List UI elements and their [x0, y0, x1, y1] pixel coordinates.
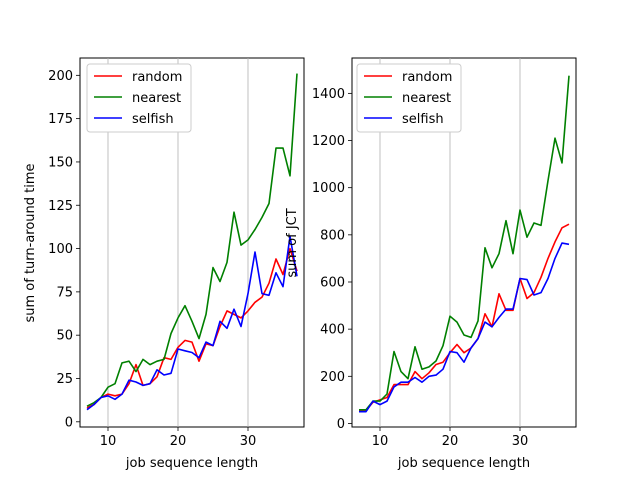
y-ticks: 0 25 50 75 100 125 150 175 200: [48, 69, 80, 430]
y-tick-label: 400: [320, 323, 345, 338]
series-line-selfish: [359, 242, 570, 413]
x-tick-label: 20: [170, 434, 187, 449]
y-tick-label: 125: [48, 199, 73, 214]
series-line-nearest: [359, 75, 570, 411]
y-ticks: 0 200 400 600 800 1000 1200 1400: [312, 87, 352, 432]
legend-box: [86, 63, 192, 133]
subplot-turnaround: 10 20 30 0 25 50 75 100 125 150 175 200 job sequen…: [23, 57, 305, 471]
legend: random nearest selfish: [356, 63, 462, 133]
series-line-nearest: [86, 73, 298, 407]
y-tick-label: 25: [56, 372, 73, 387]
y-axis-label: sum of turn-around time: [23, 163, 38, 322]
legend-box: [356, 63, 462, 133]
y-tick-label: 100: [48, 242, 73, 257]
y-tick-label: 0: [65, 415, 73, 430]
legend-label-random: random: [132, 70, 182, 85]
y-tick-label: 800: [320, 228, 345, 243]
series-lines: [86, 73, 298, 411]
legend-label-random: random: [402, 70, 452, 85]
y-tick-label: 1200: [312, 134, 345, 149]
legend-label-nearest: nearest: [402, 91, 451, 106]
y-tick-label: 200: [320, 370, 345, 385]
y-tick-label: 600: [320, 275, 345, 290]
legend-label-selfish: selfish: [402, 112, 444, 127]
x-ticks: 10 20 30: [372, 427, 529, 449]
x-axis-label: job sequence length: [125, 456, 258, 471]
y-tick-label: 50: [56, 329, 73, 344]
y-tick-label: 0: [337, 417, 345, 432]
y-tick-label: 1400: [312, 87, 345, 102]
x-tick-label: 10: [100, 434, 117, 449]
x-axis-label: job sequence length: [397, 456, 530, 471]
x-ticks: 10 20 30: [100, 427, 257, 449]
y-tick-label: 75: [56, 285, 73, 300]
legend: random nearest selfish: [86, 63, 192, 133]
legend-label-selfish: selfish: [132, 112, 174, 127]
x-tick-label: 30: [240, 434, 257, 449]
y-tick-label: 150: [48, 155, 73, 170]
series-line-random: [359, 223, 570, 412]
x-tick-label: 30: [512, 434, 529, 449]
y-axis-label: sum of JCT: [285, 208, 300, 277]
x-tick-label: 20: [442, 434, 459, 449]
subplot-jct: 10 20 30 0 200 400 600 800 1000 1200 1400 job seq…: [285, 57, 577, 471]
series-line-selfish: [86, 235, 298, 411]
y-tick-label: 1000: [312, 181, 345, 196]
x-tick-label: 10: [372, 434, 389, 449]
series-lines: [359, 75, 570, 413]
y-tick-label: 200: [48, 69, 73, 84]
legend-label-nearest: nearest: [132, 91, 181, 106]
y-tick-label: 175: [48, 112, 73, 127]
